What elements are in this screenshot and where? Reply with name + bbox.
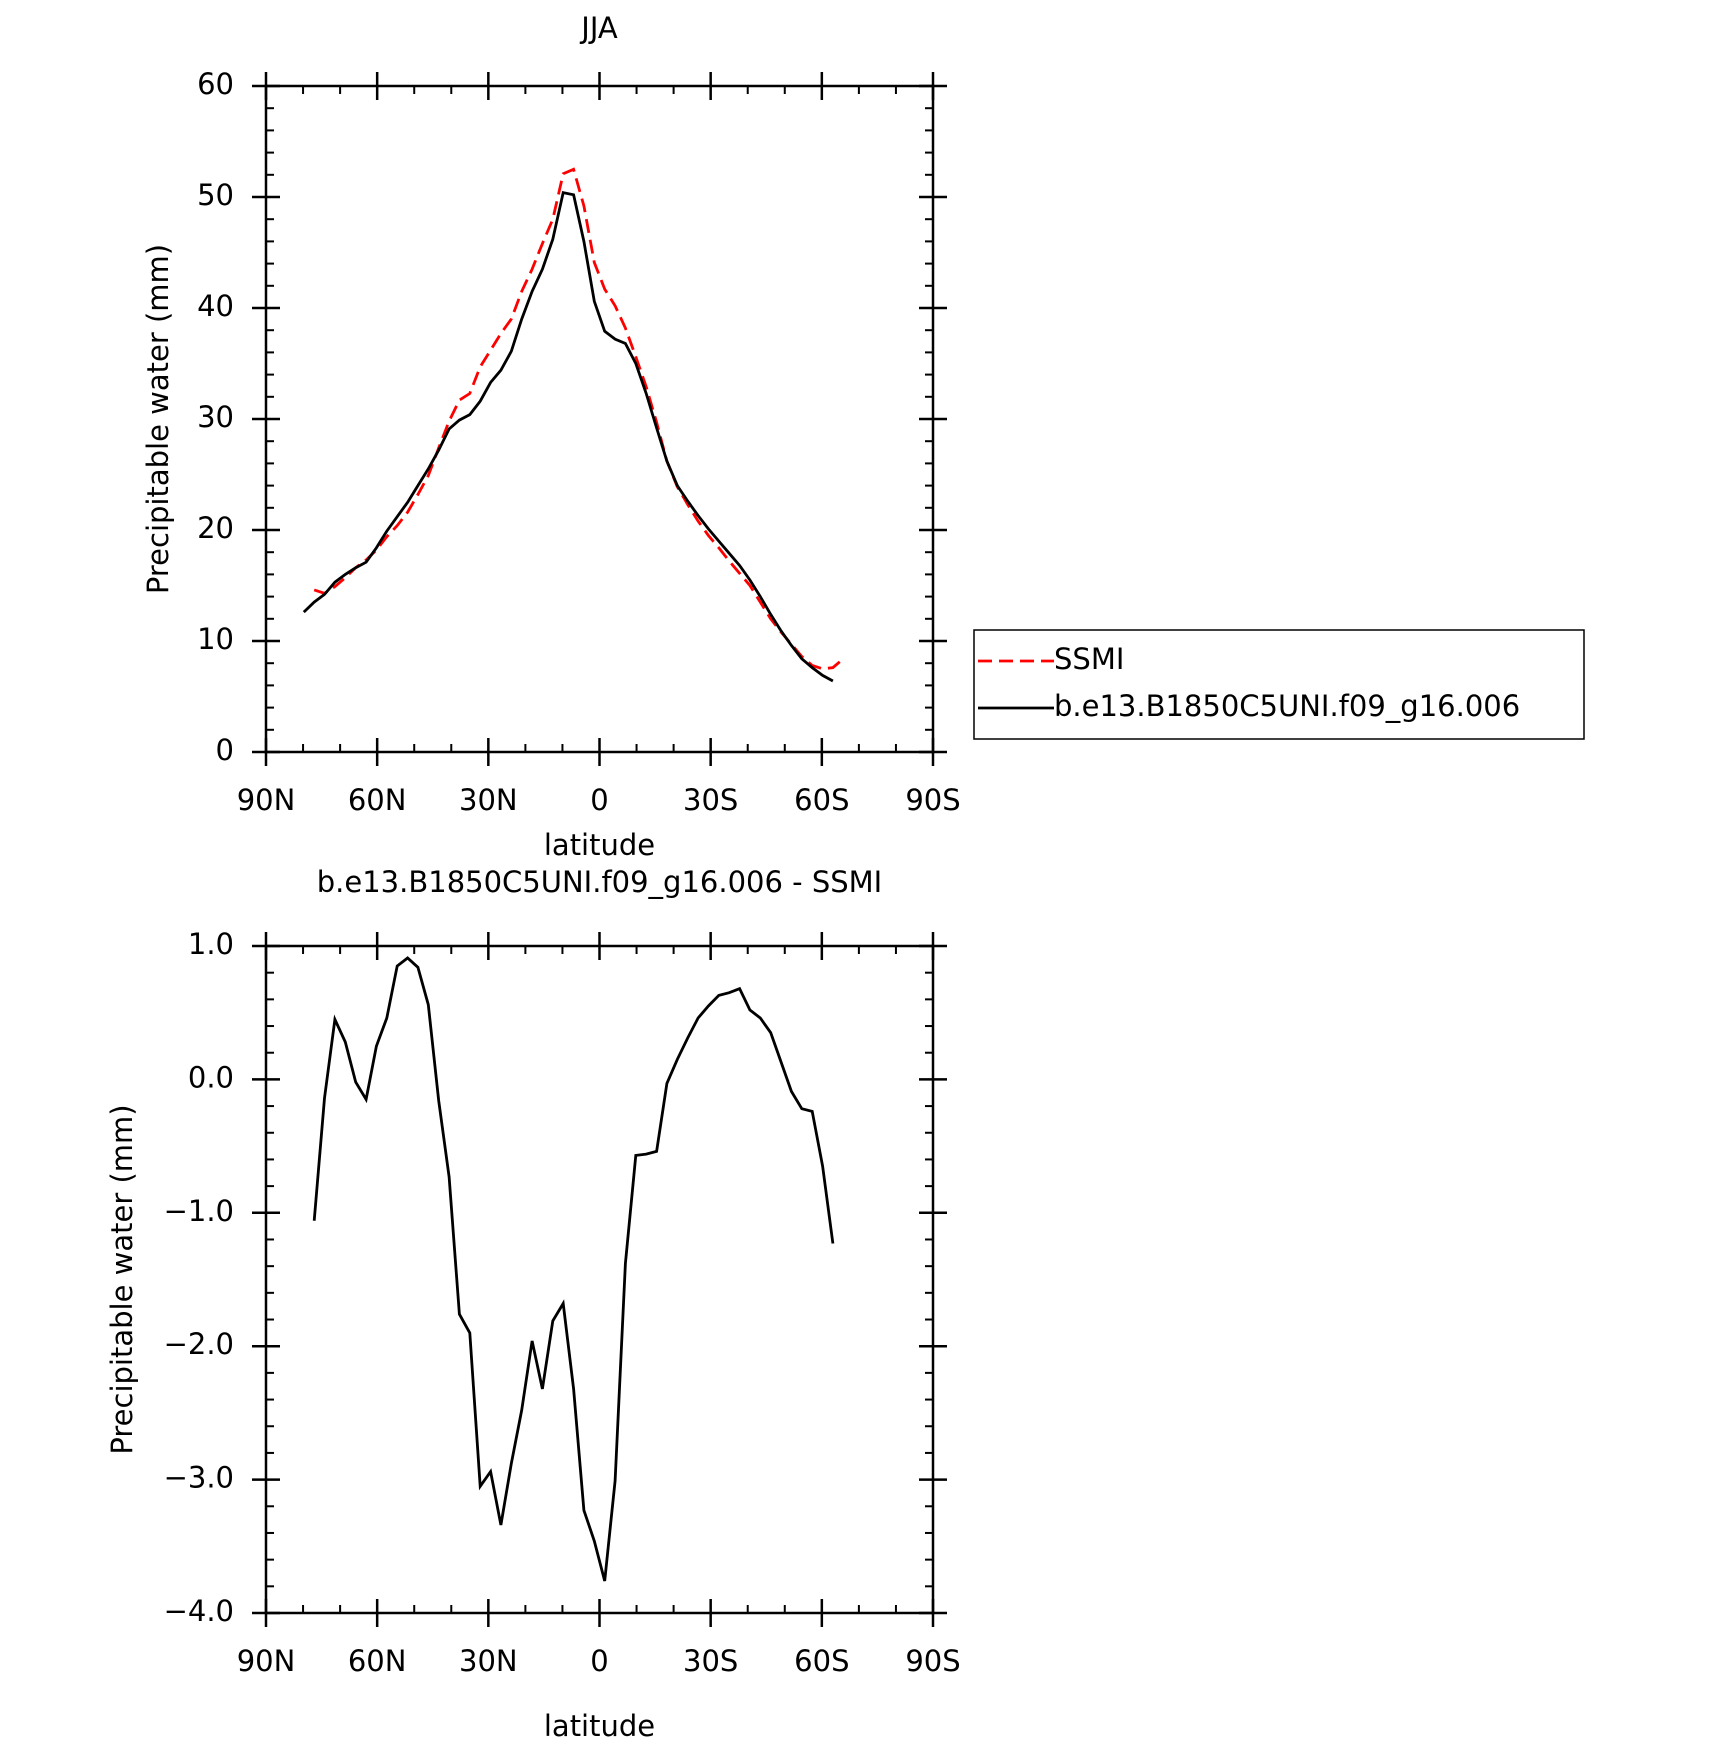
x-tick-label: 90N	[237, 1644, 296, 1678]
plot-frame	[264, 84, 935, 754]
x-tick-label: 90S	[905, 1644, 960, 1678]
y-tick-label: −4.0	[164, 1594, 234, 1628]
y-tick-label: −2.0	[164, 1327, 234, 1361]
x-tick-label: 60S	[794, 783, 849, 817]
y-tick-label: −1.0	[164, 1194, 234, 1228]
y-tick-label: 0	[216, 733, 234, 767]
x-tick-label: 60N	[348, 1644, 407, 1678]
data-line	[302, 190, 834, 683]
y-tick-label: 20	[197, 511, 234, 545]
y-axis-label: Precipitable water (mm)	[141, 244, 175, 594]
data-line	[312, 956, 835, 1582]
y-tick-label: −3.0	[164, 1461, 234, 1495]
x-tick-label: 90S	[905, 783, 960, 817]
x-tick-label: 60N	[348, 783, 407, 817]
x-tick-label: 0	[590, 1644, 608, 1678]
y-tick-label: 10	[197, 622, 234, 656]
chart-title: JJA	[579, 11, 618, 45]
data-line	[313, 167, 845, 671]
x-tick-label: 30S	[683, 783, 738, 817]
y-tick-label: 50	[197, 178, 234, 212]
plot-frame	[264, 944, 935, 1615]
y-tick-label: 60	[197, 67, 234, 101]
y-tick-label: 1.0	[188, 927, 234, 961]
x-tick-label: 90N	[237, 783, 296, 817]
y-tick-label: 40	[197, 289, 234, 323]
legend-label: SSMI	[1054, 642, 1124, 676]
legend-label: b.e13.B1850C5UNI.f09_g16.006	[1054, 689, 1520, 723]
x-tick-label: 60S	[794, 1644, 849, 1678]
x-tick-label: 30N	[459, 783, 518, 817]
y-tick-label: 0.0	[188, 1060, 234, 1094]
x-axis-label: latitude	[544, 1709, 655, 1743]
x-tick-label: 0	[590, 783, 608, 817]
y-axis-label: Precipitable water (mm)	[105, 1104, 139, 1454]
legend-box	[973, 629, 1585, 740]
x-axis-label: latitude	[544, 828, 655, 862]
x-tick-label: 30N	[459, 1644, 518, 1678]
y-tick-label: 30	[197, 400, 234, 434]
x-tick-label: 30S	[683, 1644, 738, 1678]
chart-title: b.e13.B1850C5UNI.f09_g16.006 - SSMI	[317, 865, 882, 899]
